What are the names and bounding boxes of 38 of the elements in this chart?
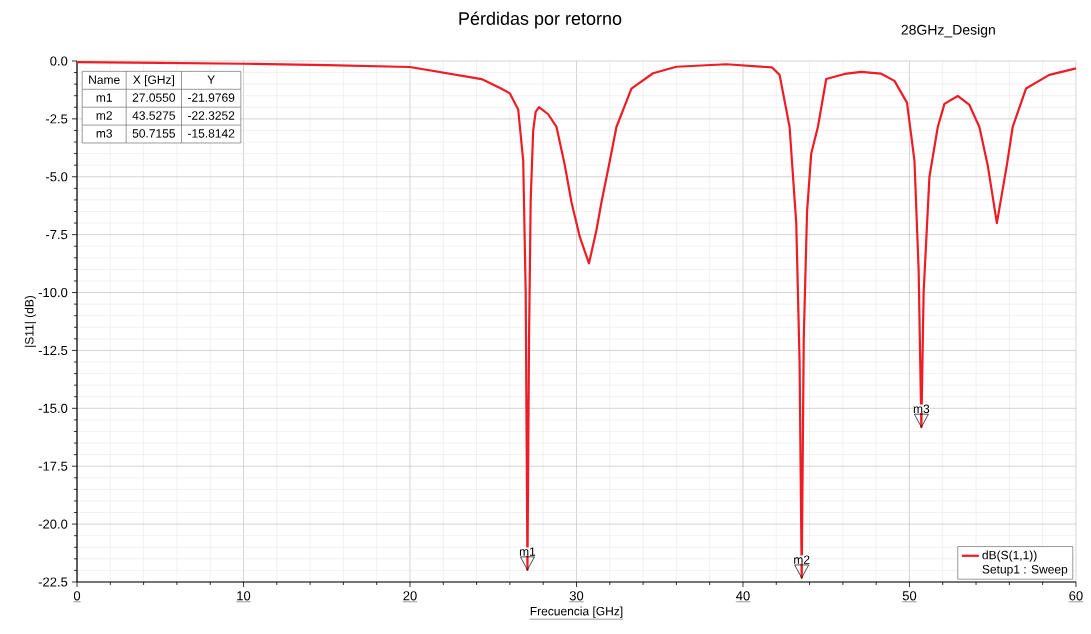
y-tick-label: -5.0 xyxy=(45,172,68,182)
annotation: m1 xyxy=(96,93,112,102)
y-tick-label: -15.0 xyxy=(38,403,68,413)
y-tick-label: -12.5 xyxy=(38,345,68,356)
y-tick-label: 0.0 xyxy=(50,56,68,66)
y-tick-label: -17.5 xyxy=(38,461,68,471)
chart-title: Pérdidas por retorno xyxy=(459,11,622,29)
annotation: Name xyxy=(89,75,120,84)
y-tick-label: -7.5 xyxy=(45,230,68,240)
x-tick-label: 60 xyxy=(1069,591,1083,601)
annotation: m3 xyxy=(96,129,112,138)
annotation: X [GHz] xyxy=(133,75,174,87)
x-axis-title: Frecuencia [GHz] xyxy=(530,606,623,618)
y-tick-label: -22.5 xyxy=(38,577,68,587)
y-tick-label: -20.0 xyxy=(38,519,68,529)
y-tick-label: -10.0 xyxy=(38,287,68,298)
x-tick-label: 0 xyxy=(73,591,81,601)
legend-label: dB(S(1,1)) xyxy=(982,550,1037,562)
annotation: m3 xyxy=(913,404,930,414)
annotation: m1 xyxy=(519,547,536,556)
annotation: -21.9769 xyxy=(188,93,235,102)
legend-title: Setup1 : Sweep xyxy=(982,565,1068,576)
annotation: m2 xyxy=(794,555,810,564)
x-tick-label: 10 xyxy=(237,591,251,601)
annotation: -22.3252 xyxy=(188,111,235,120)
y-axis-title: |S11| (dB) xyxy=(24,295,36,347)
annotation: Y xyxy=(207,75,215,84)
x-tick-label: 40 xyxy=(736,591,750,601)
y-tick-label: -2.5 xyxy=(45,114,68,124)
chart-subtitle: 28GHz_Design xyxy=(901,24,995,38)
x-tick-label: 20 xyxy=(403,591,417,601)
annotation: -15.8142 xyxy=(188,129,235,138)
annotation: 27.0550 xyxy=(132,93,176,102)
annotation: m2 xyxy=(96,111,112,120)
x-tick-label: 30 xyxy=(569,591,584,601)
annotation: 43.5275 xyxy=(132,111,176,120)
annotation: 50.7155 xyxy=(132,129,176,138)
x-tick-label: 50 xyxy=(902,591,917,601)
